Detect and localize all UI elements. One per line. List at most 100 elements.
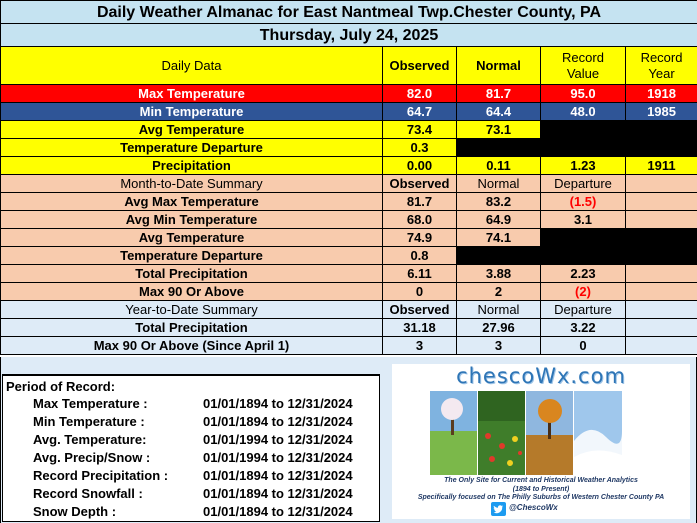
ytd-label: Total Precipitation — [0, 318, 383, 337]
mtd-normal: 64.9 — [456, 210, 541, 229]
daily-observed: 64.7 — [382, 102, 457, 121]
header-daily-data: Daily Data — [0, 46, 383, 85]
mtd-row: Temperature Departure 0.8 — [0, 246, 697, 265]
mtd-observed: 0.8 — [382, 246, 457, 265]
blank-cell — [455, 138, 697, 157]
ytd-header-row: Year-to-Date Summary Observed Normal Dep… — [0, 300, 697, 319]
mtd-departure: 3.1 — [540, 210, 626, 229]
mtd-label: Avg Temperature — [0, 228, 383, 247]
daily-label: Min Temperature — [0, 102, 383, 121]
period-range: 01/01/1894 to 12/31/2024 — [203, 504, 353, 519]
daily-observed: 82.0 — [382, 84, 457, 103]
header-observed: Observed — [382, 300, 457, 319]
mtd-row: Avg Max Temperature 81.7 83.2 (1.5) — [0, 192, 697, 211]
blank-cell — [624, 318, 697, 337]
header-departure: Departure — [540, 300, 626, 319]
mtd-observed: 68.0 — [382, 210, 457, 229]
blank-cell — [624, 336, 697, 355]
period-range: 01/01/1994 to 12/31/2024 — [203, 432, 353, 447]
daily-label: Max Temperature — [0, 84, 383, 103]
daily-observed: 73.4 — [382, 120, 457, 139]
blank-cell — [624, 264, 697, 283]
blank-cell — [624, 300, 697, 319]
mtd-row: Avg Temperature 74.9 74.1 — [0, 228, 697, 247]
daily-record-value: 1.23 — [540, 156, 626, 175]
header-record-value: Record Value — [540, 46, 626, 85]
daily-label: Temperature Departure — [0, 138, 383, 157]
twitter-handle-link[interactable]: @ChescoWx — [491, 502, 591, 516]
period-range: 01/01/1894 to 12/31/2024 — [203, 486, 353, 501]
daily-observed: 0.3 — [382, 138, 457, 157]
blank-cell — [624, 210, 697, 229]
ytd-observed: 31.18 — [382, 318, 457, 337]
blank-cell — [624, 174, 697, 193]
mtd-normal: 3.88 — [456, 264, 541, 283]
title-row: Daily Weather Almanac for East Nantmeal … — [0, 0, 697, 24]
blank-cell — [539, 120, 697, 139]
site-logo[interactable]: chescoWx.com — [456, 364, 626, 388]
blank-cell — [624, 282, 697, 301]
date-row: Thursday, July 24, 2025 — [0, 23, 697, 47]
daily-normal: 64.4 — [456, 102, 541, 121]
daily-row-avg: Avg Temperature 73.4 73.1 — [0, 120, 697, 139]
period-label: Avg. Temperature: — [33, 432, 147, 447]
daily-record-year: 1918 — [624, 84, 697, 103]
period-range: 01/01/1894 to 12/31/2024 — [203, 396, 353, 411]
mtd-row: Max 90 Or Above 0 2 (2) — [0, 282, 697, 301]
mtd-departure: (2) — [540, 282, 626, 301]
seasons-photo-strip — [430, 391, 622, 475]
period-range: 01/01/1894 to 12/31/2024 — [203, 414, 353, 429]
period-label: Record Precipitation : — [33, 468, 169, 483]
ytd-departure: 3.22 — [540, 318, 626, 337]
mtd-label: Total Precipitation — [0, 264, 383, 283]
blank-cell — [624, 192, 697, 211]
almanac-title: Daily Weather Almanac for East Nantmeal … — [0, 0, 697, 24]
mtd-row: Total Precipitation 6.11 3.88 2.23 — [0, 264, 697, 283]
blank-cell — [455, 246, 697, 265]
header-normal: Normal — [456, 174, 541, 193]
period-of-record-box: Period of Record: Max Temperature : 01/0… — [2, 374, 380, 522]
daily-row-precip: Precipitation 0.00 0.11 1.23 1911 — [0, 156, 697, 175]
period-label: Snow Depth : — [33, 504, 117, 519]
header-observed: Observed — [382, 174, 457, 193]
mtd-label: Max 90 Or Above — [0, 282, 383, 301]
tagline: The Only Site for Current and Historical… — [444, 477, 638, 484]
daily-record-year: 1911 — [624, 156, 697, 175]
ytd-observed: 3 — [382, 336, 457, 355]
daily-row-max: Max Temperature 82.0 81.7 95.0 1918 — [0, 84, 697, 103]
header-normal: Normal — [456, 46, 541, 85]
period-label: Min Temperature : — [33, 414, 145, 429]
twitter-bird-icon — [491, 502, 506, 516]
period-label: Max Temperature : — [33, 396, 148, 411]
daily-row-departure: Temperature Departure 0.3 — [0, 138, 697, 157]
period-label: Record Snowfall : — [33, 486, 143, 501]
mtd-label: Avg Min Temperature — [0, 210, 383, 229]
mtd-observed: 74.9 — [382, 228, 457, 247]
daily-observed: 0.00 — [382, 156, 457, 175]
daily-record-value: 48.0 — [540, 102, 626, 121]
almanac-table: Daily Weather Almanac for East Nantmeal … — [0, 0, 697, 355]
ytd-normal: 27.96 — [456, 318, 541, 337]
mtd-observed: 81.7 — [382, 192, 457, 211]
mtd-normal: 2 — [456, 282, 541, 301]
twitter-handle: @ChescoWx — [509, 503, 558, 512]
ytd-row: Total Precipitation 31.18 27.96 3.22 — [0, 318, 697, 337]
header-record-year: Record Year — [624, 46, 697, 85]
header-ytd-summary: Year-to-Date Summary — [0, 300, 383, 319]
mtd-label: Avg Max Temperature — [0, 192, 383, 211]
ytd-row: Max 90 Or Above (Since April 1) 3 3 0 — [0, 336, 697, 355]
daily-record-year: 1985 — [624, 102, 697, 121]
mtd-observed: 6.11 — [382, 264, 457, 283]
daily-normal: 0.11 — [456, 156, 541, 175]
mtd-departure: (1.5) — [540, 192, 626, 211]
daily-header-row: Daily Data Observed Normal Record Value … — [0, 46, 697, 85]
mtd-row: Avg Min Temperature 68.0 64.9 3.1 — [0, 210, 697, 229]
ytd-label: Max 90 Or Above (Since April 1) — [0, 336, 383, 355]
seasons-image — [430, 391, 622, 475]
daily-label: Avg Temperature — [0, 120, 383, 139]
focus-note: Specifically focused on The Philly Subur… — [417, 494, 665, 501]
ytd-normal: 3 — [456, 336, 541, 355]
header-observed: Observed — [382, 46, 457, 85]
ytd-departure: 0 — [540, 336, 626, 355]
daily-record-value: 95.0 — [540, 84, 626, 103]
